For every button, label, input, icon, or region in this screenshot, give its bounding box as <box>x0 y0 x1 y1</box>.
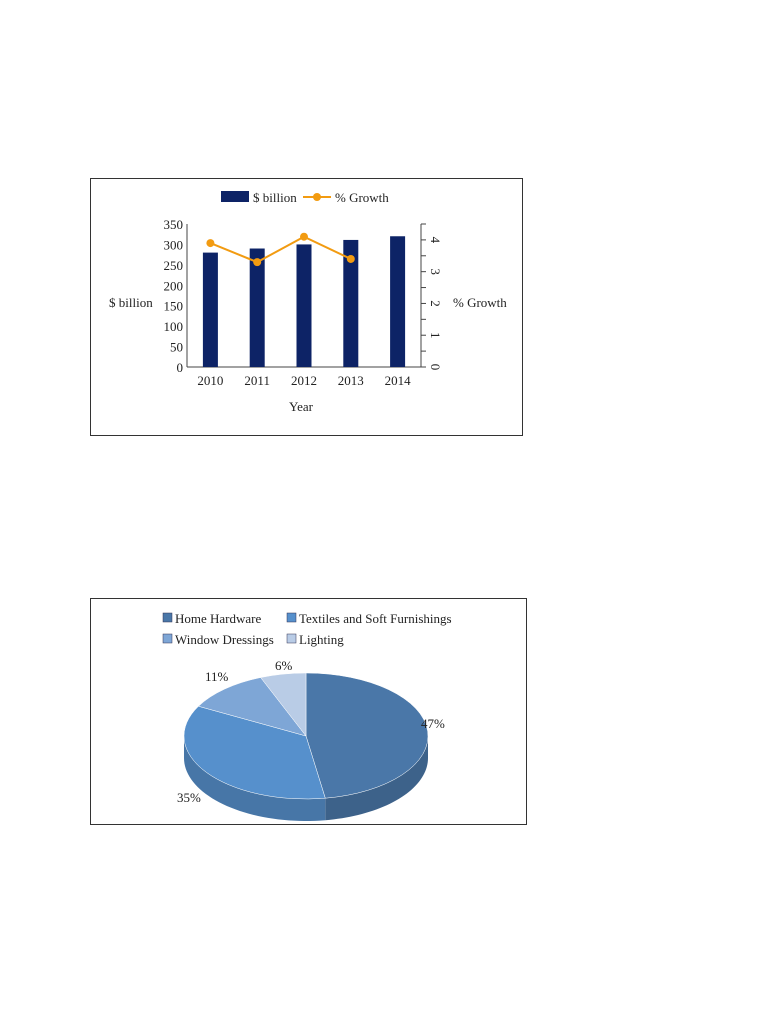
y2-tick-label: 0 <box>428 364 443 371</box>
bar-line-chart-svg: $ billion % Growth $ billion % Growth Ye… <box>109 190 507 414</box>
y-tick-label: 150 <box>164 299 184 314</box>
bar-2013 <box>343 239 359 367</box>
bar-2011 <box>249 248 265 367</box>
y-tick-label: 350 <box>164 217 184 232</box>
pie-chart: Home Hardware Textiles and Soft Furnishi… <box>90 598 527 825</box>
data-label-home-hardware: 47% <box>421 716 445 731</box>
y-tick-label: 250 <box>164 258 184 273</box>
y2-tick-label: 2 <box>428 300 443 307</box>
pie-side-1 <box>184 736 326 821</box>
x-axis-label: Year <box>289 399 314 414</box>
growth-point-2012 <box>300 232 308 241</box>
bar-2010 <box>202 252 218 367</box>
y-tick-label: 300 <box>164 237 184 252</box>
bar-2012 <box>296 244 312 367</box>
y-tick-label: 200 <box>164 278 184 293</box>
growth-line <box>210 235 352 264</box>
legend-marker-growth <box>313 193 321 201</box>
pie-slice-lighting <box>260 672 307 737</box>
x-tick-label: 2012 <box>291 373 317 388</box>
y2-axis-label: % Growth <box>453 295 507 310</box>
y-axis-label: $ billion <box>109 295 153 310</box>
legend-label-home-hardware: Home Hardware <box>175 611 261 626</box>
data-label-window-dressings: 11% <box>205 669 229 684</box>
growth-point-2013 <box>346 254 355 263</box>
legend-swatch-bar <box>221 191 249 202</box>
bar-line-chart: $ billion % Growth $ billion % Growth Ye… <box>90 178 523 436</box>
pie-slice-textiles-and-soft-furnishings <box>183 705 326 800</box>
pie-slice-home-hardware <box>305 672 429 799</box>
pie-slice-window-dressings <box>197 677 307 737</box>
growth-point-2010 <box>206 239 215 248</box>
x-tick-label: 2013 <box>338 373 364 388</box>
x-tick-label: 2011 <box>244 373 270 388</box>
legend-swatch-lighting <box>286 633 297 644</box>
data-label-lighting: 6% <box>275 658 293 673</box>
y-tick-label: 0 <box>177 360 184 375</box>
y2-tick-label: 3 <box>428 268 443 275</box>
x-tick-label: 2010 <box>197 373 223 388</box>
legend-label-bar: $ billion <box>253 190 297 205</box>
data-label-textiles: 35% <box>177 790 201 805</box>
y2-tick-label: 1 <box>428 332 443 339</box>
legend-label-lighting: Lighting <box>299 632 344 647</box>
legend-label-textiles: Textiles and Soft Furnishings <box>299 611 452 626</box>
growth-point-2011 <box>253 258 262 267</box>
legend-swatch-home-hardware <box>162 612 173 623</box>
legend: Home Hardware Textiles and Soft Furnishi… <box>162 611 452 647</box>
y2-tick-label: 4 <box>428 237 443 244</box>
y-tick-label: 50 <box>170 340 183 355</box>
legend: $ billion % Growth <box>221 190 389 205</box>
legend-swatch-window-dressings <box>162 633 173 644</box>
legend-label-growth: % Growth <box>335 190 389 205</box>
pie-chart-svg: Home Hardware Textiles and Soft Furnishi… <box>162 611 452 821</box>
y-tick-label: 100 <box>164 319 184 334</box>
bar-2014 <box>390 236 406 367</box>
pie-side-0 <box>325 736 428 821</box>
x-tick-label: 2014 <box>385 373 412 388</box>
legend-label-window-dressings: Window Dressings <box>175 632 274 647</box>
legend-swatch-textiles <box>286 612 297 623</box>
